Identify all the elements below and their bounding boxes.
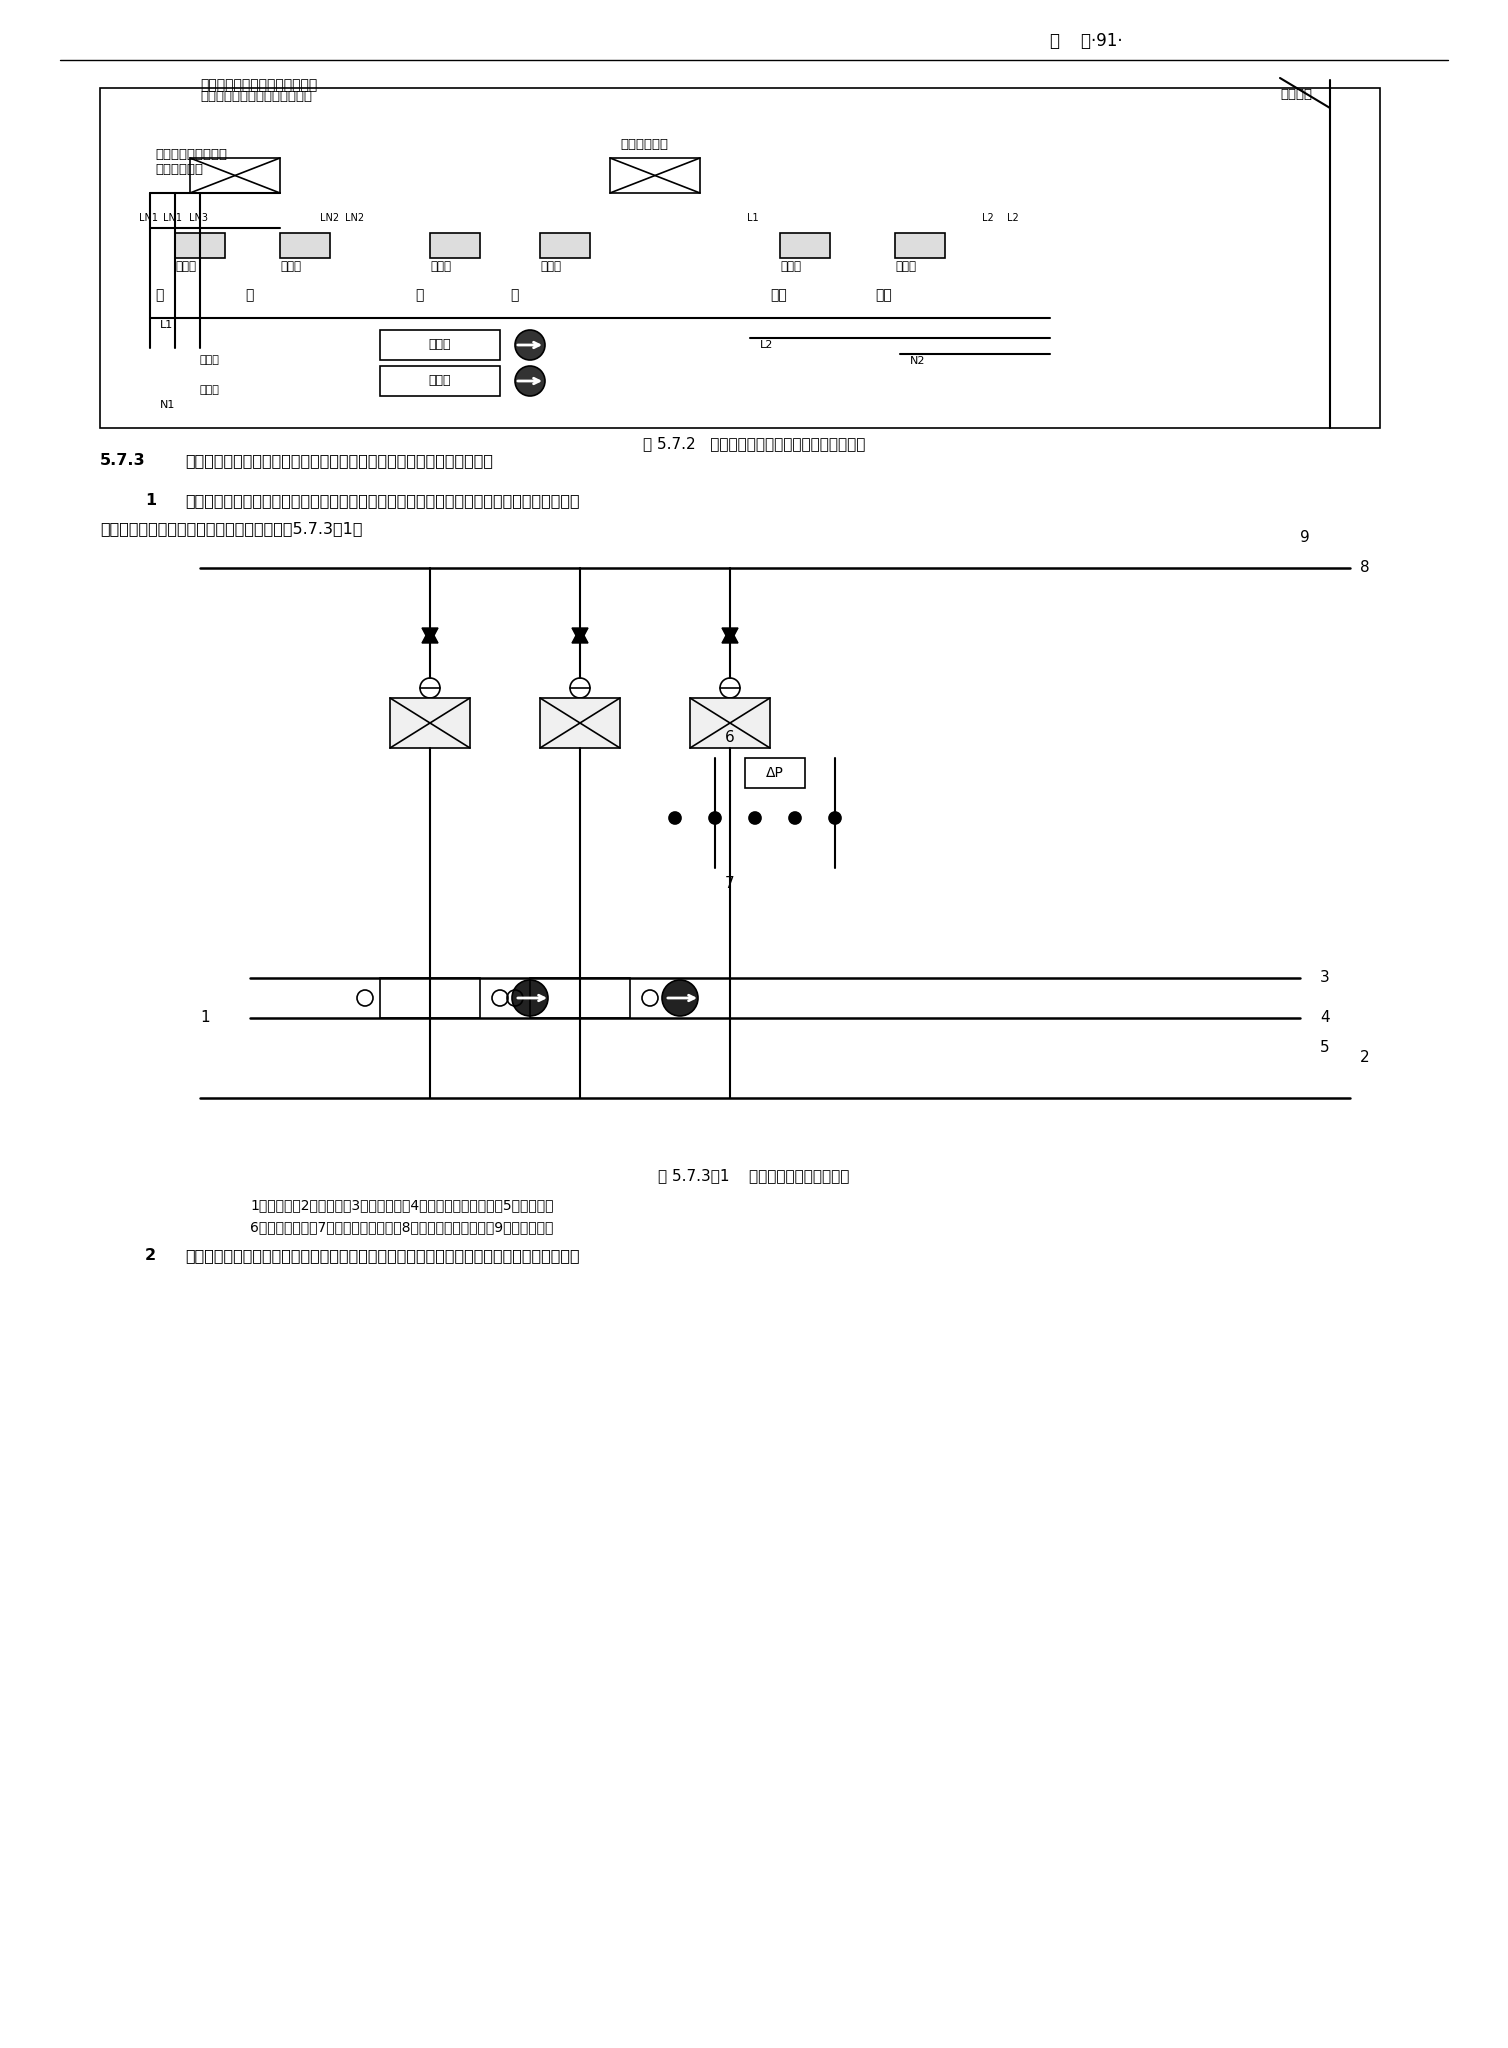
Bar bbox=[380, 367, 501, 395]
Text: 1－分水器；2－集水器；3－冷水机组；4－定流量冷水循环泵；5－止回阀；: 1－分水器；2－集水器；3－冷水机组；4－定流量冷水循环泵；5－止回阀； bbox=[250, 1198, 553, 1212]
Text: L1: L1 bbox=[160, 319, 173, 330]
Text: 加热器: 加热器 bbox=[428, 375, 451, 387]
Bar bbox=[691, 698, 771, 748]
Text: 空调冷热水系统的设备配置形式和调节方式，应经技术经济比较后确定。: 空调冷热水系统的设备配置形式和调节方式，应经技术经济比较后确定。 bbox=[185, 453, 493, 469]
Text: LN1: LN1 bbox=[139, 213, 157, 223]
Text: 制冷机: 制冷机 bbox=[201, 354, 220, 365]
Text: 集水器: 集水器 bbox=[896, 260, 915, 272]
Text: 2: 2 bbox=[145, 1247, 157, 1264]
Text: 负荷侧系统较大、阻力较大时，宜采用在冷源侧和负荷侧分别设置一级泵（定流量）和二级泵: 负荷侧系统较大、阻力较大时，宜采用在冷源侧和负荷侧分别设置一级泵（定流量）和二级… bbox=[185, 1247, 579, 1264]
Text: L2: L2 bbox=[760, 340, 774, 350]
Bar bbox=[380, 330, 501, 360]
Text: 制冷机: 制冷机 bbox=[428, 338, 451, 352]
Circle shape bbox=[829, 811, 841, 823]
Text: LN2: LN2 bbox=[320, 213, 339, 223]
Bar bbox=[100, 88, 1380, 428]
Text: LN1: LN1 bbox=[163, 213, 182, 223]
Text: 图 5.7.3－1    空调冷水一次泵系统示例: 图 5.7.3－1 空调冷水一次泵系统示例 bbox=[659, 1167, 849, 1184]
Circle shape bbox=[516, 330, 544, 360]
Text: 空    调·91·: 空 调·91· bbox=[1050, 33, 1122, 49]
Text: 夏: 夏 bbox=[510, 289, 519, 301]
Text: 定压补水: 定压补水 bbox=[1280, 88, 1312, 100]
Bar bbox=[280, 233, 330, 258]
Text: 5: 5 bbox=[1320, 1040, 1330, 1055]
Text: 7: 7 bbox=[725, 874, 734, 891]
Polygon shape bbox=[422, 629, 437, 643]
Text: L2: L2 bbox=[1007, 213, 1019, 223]
Circle shape bbox=[662, 981, 698, 1016]
Text: 3: 3 bbox=[1320, 971, 1330, 985]
Circle shape bbox=[749, 811, 762, 823]
Text: 6－压差控制器；7－劳动电动调节阀；8－末端空气处理装置；9－电动两通阀: 6－压差控制器；7－劳动电动调节阀；8－末端空气处理装置；9－电动两通阀 bbox=[250, 1221, 553, 1235]
Text: 冬天供热夏天供冷的新风空调器: 冬天供热夏天供冷的新风空调器 bbox=[201, 90, 312, 102]
Text: 1: 1 bbox=[201, 1010, 210, 1026]
Text: 冬: 冬 bbox=[155, 289, 163, 301]
Text: 集水器: 集水器 bbox=[280, 260, 302, 272]
Bar bbox=[380, 979, 480, 1018]
Bar bbox=[780, 233, 829, 258]
Text: ΔP: ΔP bbox=[766, 766, 784, 780]
Text: 全年: 全年 bbox=[875, 289, 891, 301]
Circle shape bbox=[709, 811, 721, 823]
Text: 图 5.7.2   风机盘管加新风分区两管制水系统举例: 图 5.7.2 风机盘管加新风分区两管制水系统举例 bbox=[642, 436, 866, 451]
Text: LN2: LN2 bbox=[345, 213, 365, 223]
Text: 集水器: 集水器 bbox=[540, 260, 561, 272]
Polygon shape bbox=[722, 629, 737, 643]
Circle shape bbox=[670, 811, 682, 823]
Bar bbox=[190, 158, 280, 193]
Circle shape bbox=[789, 811, 801, 823]
Text: 冬: 冬 bbox=[415, 289, 424, 301]
Text: 全年: 全年 bbox=[771, 289, 787, 301]
Text: 流量的一次泵系统（简称一次泵系统），见图5.7.3－1。: 流量的一次泵系统（简称一次泵系统），见图5.7.3－1。 bbox=[100, 520, 362, 537]
Polygon shape bbox=[572, 629, 588, 643]
Bar bbox=[540, 233, 590, 258]
Text: N2: N2 bbox=[909, 356, 926, 367]
Polygon shape bbox=[572, 629, 588, 643]
Text: 1: 1 bbox=[145, 494, 157, 508]
Text: 冬天供热夏天供冷的新风空调器: 冬天供热夏天供冷的新风空调器 bbox=[201, 78, 317, 92]
Text: 外区风机盘管: 外区风机盘管 bbox=[155, 164, 204, 176]
Bar bbox=[529, 979, 630, 1018]
Text: 分水器: 分水器 bbox=[175, 260, 196, 272]
Text: 8: 8 bbox=[1360, 561, 1369, 575]
Text: 加热器: 加热器 bbox=[201, 385, 220, 395]
Polygon shape bbox=[422, 629, 437, 643]
Text: N1: N1 bbox=[160, 399, 175, 410]
Text: 夏: 夏 bbox=[244, 289, 253, 301]
Text: 冬天供热夏天供冷的: 冬天供热夏天供冷的 bbox=[155, 147, 228, 162]
Text: L1: L1 bbox=[746, 213, 759, 223]
Bar bbox=[175, 233, 225, 258]
Text: 分水器: 分水器 bbox=[430, 260, 451, 272]
Text: L2: L2 bbox=[982, 213, 994, 223]
Text: 内区风机盘管: 内区风机盘管 bbox=[620, 137, 668, 152]
Bar bbox=[430, 233, 480, 258]
Bar bbox=[391, 698, 470, 748]
Text: 5.7.3: 5.7.3 bbox=[100, 453, 146, 469]
Text: 6: 6 bbox=[725, 731, 734, 745]
Circle shape bbox=[513, 981, 547, 1016]
Text: LN3: LN3 bbox=[188, 213, 208, 223]
Bar bbox=[611, 158, 700, 193]
Text: 分水器: 分水器 bbox=[780, 260, 801, 272]
Text: 2: 2 bbox=[1360, 1051, 1369, 1065]
Circle shape bbox=[516, 367, 544, 395]
Bar bbox=[540, 698, 620, 748]
Text: 水温要求一致且各区域管路压力损失相差不大的中小型工程，可采用冷源侧定流量、负荷侧变: 水温要求一致且各区域管路压力损失相差不大的中小型工程，可采用冷源侧定流量、负荷侧… bbox=[185, 494, 579, 508]
Text: 4: 4 bbox=[1320, 1010, 1330, 1026]
Bar bbox=[896, 233, 946, 258]
Polygon shape bbox=[722, 629, 737, 643]
Bar bbox=[745, 758, 805, 788]
Text: 9: 9 bbox=[1300, 530, 1310, 545]
